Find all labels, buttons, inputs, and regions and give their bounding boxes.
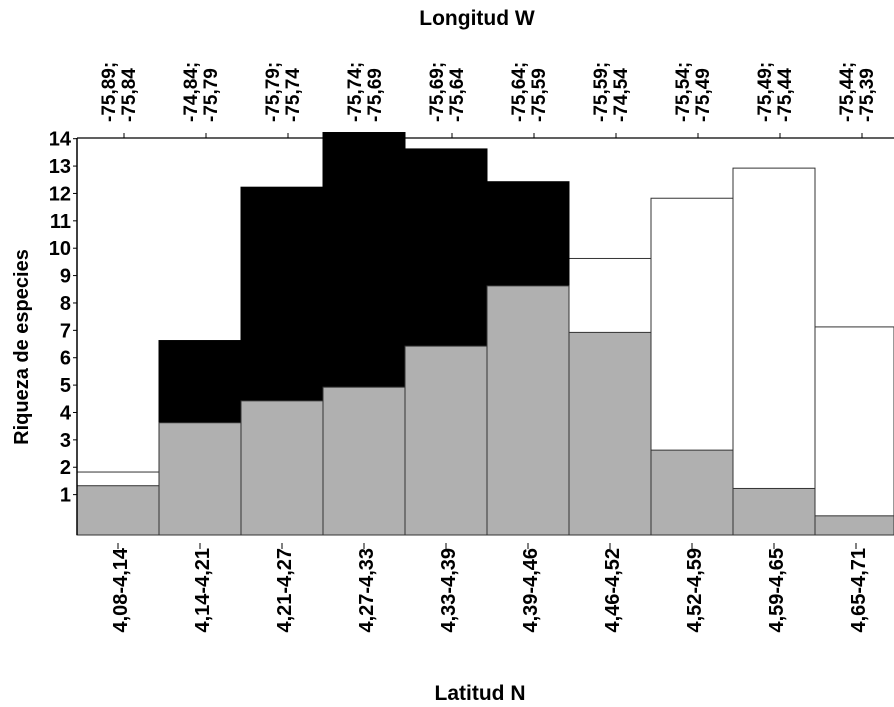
bar-s1-2: [158, 422, 242, 536]
top-label-5-line2: -75,64: [447, 68, 468, 122]
x-category-label-6: 4,39-4,46: [520, 548, 542, 633]
top-label-8-line1: -75,54;: [673, 62, 694, 122]
y-tick-label-2: 2: [60, 457, 71, 479]
y-tick-label-4: 4: [60, 402, 72, 424]
top-label-9-line2: -75,44: [775, 68, 796, 122]
top-label-3-line2: -75,74: [283, 68, 304, 122]
bar-s1-8: [650, 449, 734, 536]
top-label-1-line1: -75,89;: [99, 62, 120, 122]
top-label-9-line1: -75,49;: [755, 62, 776, 122]
bar-s3-10: [814, 326, 894, 536]
bar-s1-4: [322, 386, 406, 536]
x-category-label-4: 4,27-4,33: [356, 548, 378, 633]
top-label-1-line2: -75,84: [119, 68, 140, 122]
y-tick-label-11: 11: [50, 211, 71, 233]
y-tick-label-6: 6: [60, 348, 71, 370]
bar-s1-3: [240, 400, 324, 536]
top-label-5-line1: -75,69;: [427, 62, 448, 122]
top-label-2-line1: -74,84;: [181, 62, 202, 122]
y-tick-label-3: 3: [60, 430, 71, 452]
y-tick-label-8: 8: [60, 293, 71, 315]
bar-s1-6: [486, 285, 570, 536]
y-axis-title: Riqueza de especies: [11, 249, 33, 445]
bottom-axis-title: Latitud N: [435, 682, 526, 705]
y-tick-label-9: 9: [60, 266, 71, 288]
y-tick-label-1: 1: [60, 485, 71, 507]
top-label-4-line2: -75,69: [365, 68, 386, 122]
y-tick-label-10: 10: [49, 238, 71, 260]
x-category-label-8: 4,52-4,59: [684, 548, 706, 633]
x-category-label-1: 4,08-4,14: [110, 547, 132, 632]
x-category-label-7: 4,46-4,52: [602, 548, 624, 633]
top-label-10-line2: -75,39: [857, 68, 878, 122]
bar-s1-7: [568, 331, 652, 536]
x-category-label-9: 4,59-4,65: [766, 548, 788, 633]
bar-s1-1: [76, 485, 160, 536]
top-label-10-line1: -75,44;: [837, 62, 858, 122]
y-tick-label-5: 5: [60, 375, 71, 397]
bar-s1-9: [732, 487, 816, 536]
x-category-label-2: 4,14-4,21: [192, 548, 214, 633]
y-tick-label-12: 12: [49, 183, 71, 205]
y-tick-label-7: 7: [60, 320, 71, 342]
top-label-2-line2: -75,79: [201, 68, 222, 122]
bar-s3-9: [732, 167, 816, 536]
top-label-7-line1: -75,59;: [591, 62, 612, 122]
top-label-3-line1: -75,79;: [263, 62, 284, 122]
top-label-7-line2: -74,54: [611, 68, 632, 122]
top-axis-title: Longitud W: [419, 7, 535, 30]
y-tick-label-13: 13: [49, 156, 71, 178]
x-category-label-5: 4,33-4,39: [438, 548, 460, 633]
x-category-label-3: 4,21-4,27: [274, 548, 296, 633]
bar-s1-10: [814, 515, 894, 536]
y-tick-label-14: 14: [49, 129, 72, 151]
bar-s1-5: [404, 345, 488, 536]
x-category-label-10: 4,65-4,71: [848, 548, 870, 633]
top-label-6-line2: -75,59: [529, 68, 550, 122]
top-label-4-line1: -75,74;: [345, 62, 366, 122]
top-label-8-line2: -75,49: [693, 68, 714, 122]
top-label-6-line1: -75,64;: [509, 62, 530, 122]
